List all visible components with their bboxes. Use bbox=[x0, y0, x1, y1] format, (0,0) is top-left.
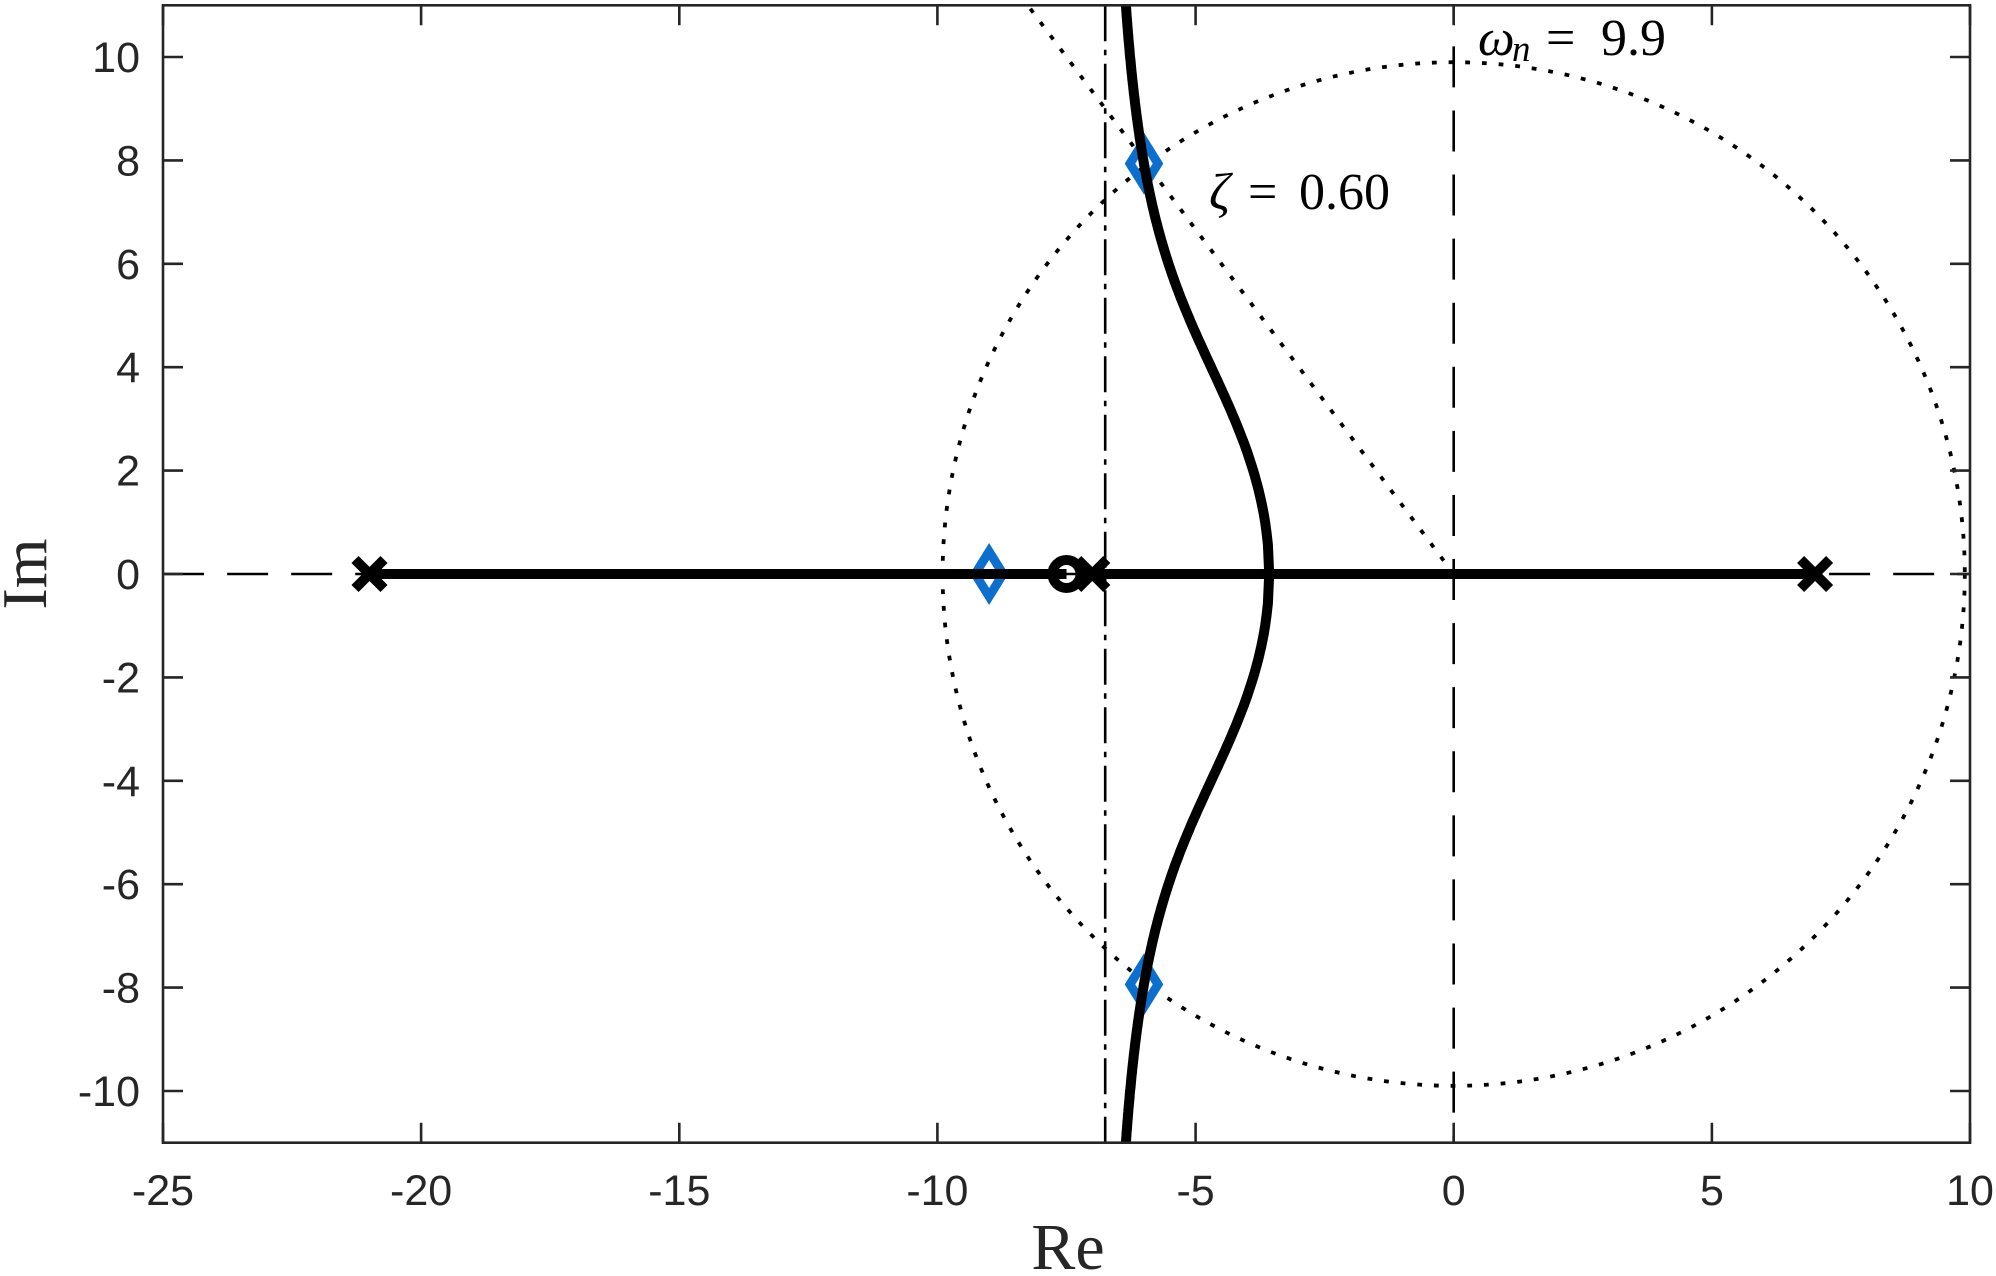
svg-text:-10: -10 bbox=[906, 1167, 968, 1215]
svg-text:4: 4 bbox=[116, 344, 140, 392]
svg-text:10: 10 bbox=[92, 34, 140, 82]
svg-text:-6: -6 bbox=[102, 861, 140, 909]
svg-text:ωn=9.9: ωn = 9.9 bbox=[1478, 10, 1666, 70]
svg-text:2: 2 bbox=[116, 448, 140, 496]
svg-text:0: 0 bbox=[1442, 1167, 1466, 1215]
svg-text:0: 0 bbox=[116, 551, 140, 599]
svg-text:-5: -5 bbox=[1176, 1167, 1214, 1215]
svg-text:6: 6 bbox=[116, 241, 140, 289]
svg-text:-8: -8 bbox=[102, 965, 140, 1013]
svg-text:-4: -4 bbox=[102, 758, 140, 806]
svg-text:-2: -2 bbox=[102, 654, 140, 702]
svg-text:Re: Re bbox=[1031, 1211, 1104, 1271]
svg-text:-25: -25 bbox=[132, 1167, 194, 1215]
svg-text:8: 8 bbox=[116, 137, 140, 185]
svg-text:-10: -10 bbox=[78, 1068, 140, 1116]
svg-text:-20: -20 bbox=[390, 1167, 452, 1215]
svg-text:5: 5 bbox=[1700, 1167, 1724, 1215]
svg-text:ζ=0.60: ζ = 0.60 bbox=[1209, 164, 1390, 221]
svg-text:Im: Im bbox=[0, 538, 60, 609]
svg-text:-15: -15 bbox=[648, 1167, 710, 1215]
svg-text:10: 10 bbox=[1946, 1167, 1994, 1215]
